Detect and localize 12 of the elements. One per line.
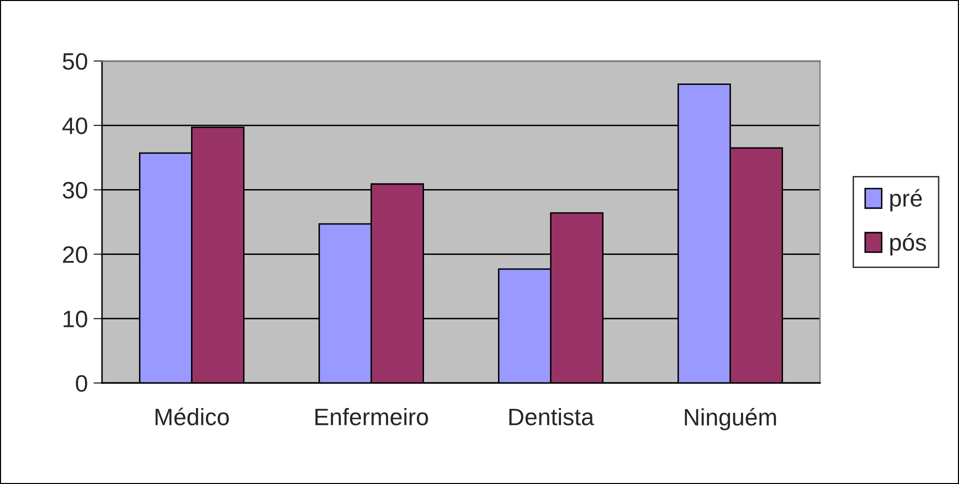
x-tick-label: Médico bbox=[156, 408, 229, 426]
legend-label: pré bbox=[890, 189, 922, 212]
y-tick-label: 30 bbox=[62, 182, 88, 199]
y-tick-label: 10 bbox=[64, 310, 88, 328]
x-tick-label: Dentista bbox=[509, 408, 594, 426]
x-tick-label: Enfermeiro bbox=[315, 408, 428, 426]
y-tick-label: 50 bbox=[62, 53, 88, 70]
y-tick-label: 0 bbox=[76, 375, 88, 392]
x-tick-label: Ninguém bbox=[684, 408, 776, 430]
legend-label: pós bbox=[890, 233, 926, 256]
y-tick-label: 20 bbox=[63, 246, 88, 263]
y-tick-label: 40 bbox=[62, 117, 88, 134]
